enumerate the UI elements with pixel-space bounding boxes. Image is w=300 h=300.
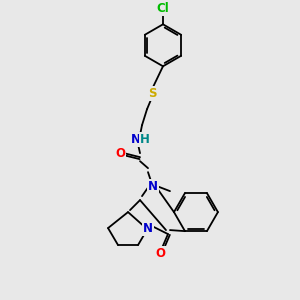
Text: O: O: [155, 247, 165, 260]
Text: Cl: Cl: [157, 2, 169, 15]
Text: S: S: [148, 87, 156, 100]
Text: N: N: [143, 222, 153, 235]
Text: H: H: [140, 133, 150, 146]
Text: O: O: [115, 147, 125, 160]
Text: N: N: [131, 133, 141, 146]
Text: N: N: [148, 180, 158, 193]
